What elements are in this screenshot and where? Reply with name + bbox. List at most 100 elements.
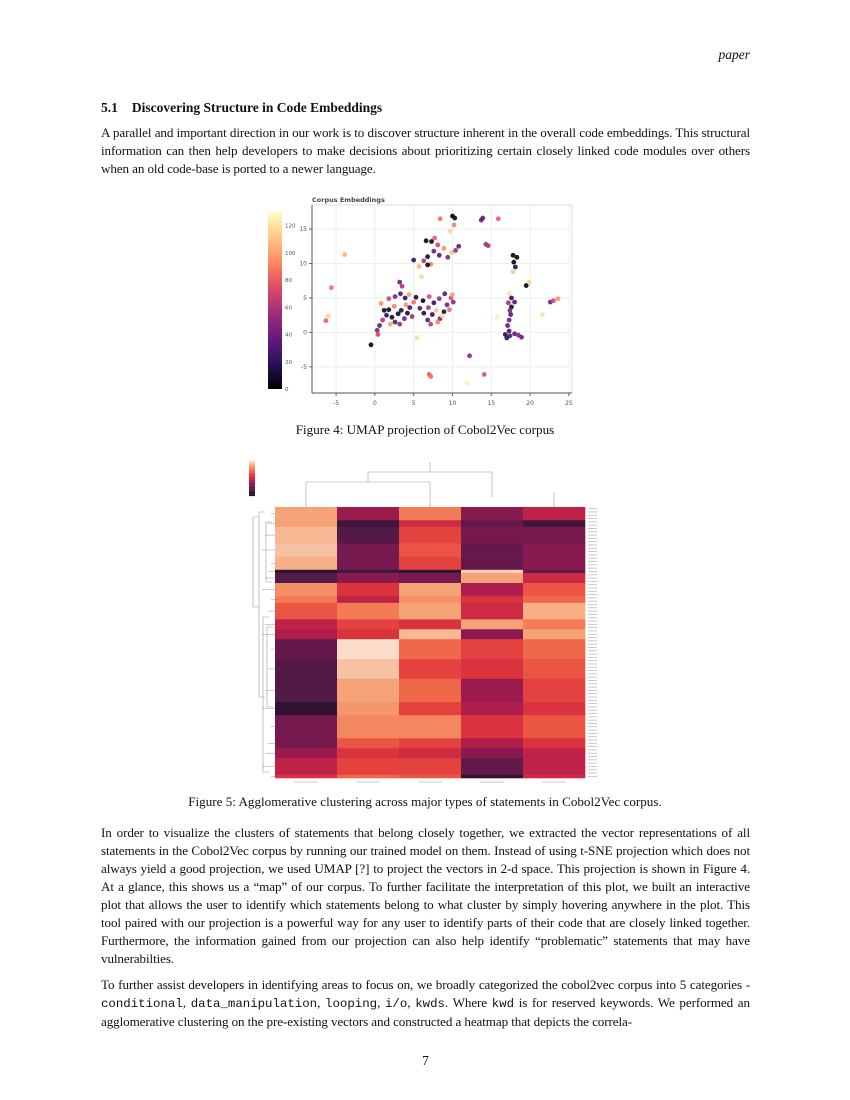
- heatmap-cell: [523, 715, 586, 739]
- text: To further assist developers in identify…: [101, 977, 750, 992]
- data-point: [416, 263, 422, 269]
- paragraph-2: In order to visualize the clusters of st…: [101, 825, 750, 966]
- heatmap-cell: [461, 543, 524, 557]
- data-point: [429, 239, 434, 244]
- data-point: [409, 314, 415, 319]
- row-dendrogram: [266, 626, 273, 708]
- data-point: [397, 279, 403, 285]
- data-point: [505, 300, 511, 306]
- colorbar-segment: [249, 494, 255, 497]
- data-point: [323, 318, 329, 324]
- data-point: [397, 321, 403, 327]
- data-point: [508, 312, 514, 317]
- data-point: [555, 296, 561, 302]
- heatmap-cell: [337, 748, 400, 759]
- heatmap-cell: [275, 619, 338, 630]
- heatmap-cell: [337, 520, 400, 528]
- data-point: [447, 228, 453, 234]
- section-title: Discovering Structure in Code Embeddings: [131, 100, 383, 115]
- colorbar-tick-label: 120: [285, 224, 296, 230]
- heatmap-cell: [461, 774, 524, 779]
- heatmap-cell: [461, 556, 524, 571]
- heatmap-cell: [523, 758, 586, 775]
- data-point: [398, 291, 403, 297]
- data-point: [512, 331, 517, 337]
- heatmap-cell: [275, 639, 338, 660]
- heatmap-cell: [399, 758, 462, 775]
- heatmap-cell: [337, 596, 400, 604]
- row-dendrogram: [265, 521, 272, 583]
- x-tick-label: -5: [333, 400, 339, 407]
- code-io: i/o: [384, 997, 408, 1011]
- data-point: [453, 248, 458, 253]
- heatmap-cell: [523, 738, 586, 749]
- heatmap-cell: [337, 573, 400, 584]
- heatmap-cell: [523, 526, 586, 544]
- heatmap-cell: [337, 619, 400, 630]
- data-point: [421, 258, 427, 264]
- data-point: [377, 323, 382, 328]
- heatmap-cell: [275, 738, 338, 749]
- colorbar-segment: [249, 476, 255, 479]
- data-point: [398, 307, 404, 313]
- heatmap-cell: [337, 678, 400, 703]
- data-point: [423, 238, 429, 244]
- heatmap-cell: [461, 738, 524, 749]
- data-point: [392, 319, 398, 325]
- data-point: [325, 313, 331, 319]
- heatmap-cell: [337, 639, 400, 660]
- row-dendrogram: [258, 511, 265, 698]
- heatmap-cell: [523, 543, 586, 557]
- heatmap-cell: [523, 569, 586, 574]
- data-point: [342, 252, 347, 257]
- heatmap-cell: [523, 701, 586, 716]
- data-point: [386, 296, 392, 302]
- colorbar-segment: [249, 478, 255, 480]
- data-point: [389, 314, 395, 320]
- data-point: [374, 327, 380, 333]
- chart-title: Corpus Embeddings: [312, 196, 385, 204]
- colorbar-segment: [249, 490, 255, 493]
- data-point: [403, 302, 409, 308]
- heatmap-cell: [461, 758, 524, 775]
- data-point: [406, 292, 412, 297]
- data-point: [428, 321, 434, 327]
- data-point: [436, 252, 442, 258]
- data-point: [436, 296, 442, 302]
- paragraph-3: To further assist developers in identify…: [101, 976, 750, 1031]
- page-number: 7: [422, 1053, 429, 1068]
- text: ,: [182, 995, 191, 1010]
- data-point: [437, 216, 443, 222]
- heatmap-cell: [337, 543, 400, 557]
- y-tick-label: 5: [303, 295, 307, 302]
- data-point: [509, 295, 514, 301]
- heatmap-cell: [337, 738, 400, 749]
- heatmap-cell: [337, 583, 400, 597]
- data-point: [425, 317, 431, 323]
- data-point: [510, 252, 516, 258]
- code-data-manipulation: data_manipulation: [190, 997, 318, 1011]
- data-point: [550, 298, 556, 304]
- heatmap-cell: [337, 556, 400, 571]
- row-dendrogram: [262, 616, 269, 773]
- data-point: [407, 305, 413, 311]
- heatmap-cell: [275, 774, 338, 779]
- heatmap-cell: [523, 583, 586, 597]
- data-point: [511, 259, 517, 265]
- data-point: [519, 334, 524, 340]
- heatmap-cell: [523, 619, 586, 630]
- data-point: [449, 250, 455, 255]
- data-point: [429, 312, 435, 317]
- data-point: [395, 311, 401, 317]
- colorbar-segment: [249, 461, 255, 464]
- data-point: [456, 243, 462, 249]
- data-point: [506, 328, 512, 334]
- text: is for reserved keywords. We performed a…: [101, 995, 750, 1029]
- x-tick-label: 0: [373, 400, 377, 407]
- data-point: [402, 295, 408, 301]
- running-head: paper: [718, 47, 751, 62]
- data-point: [512, 299, 517, 305]
- data-point: [380, 317, 386, 323]
- heatmap-cell: [523, 748, 586, 759]
- figure-4-caption: Figure 4: UMAP projection of Cobol2Vec c…: [295, 422, 555, 437]
